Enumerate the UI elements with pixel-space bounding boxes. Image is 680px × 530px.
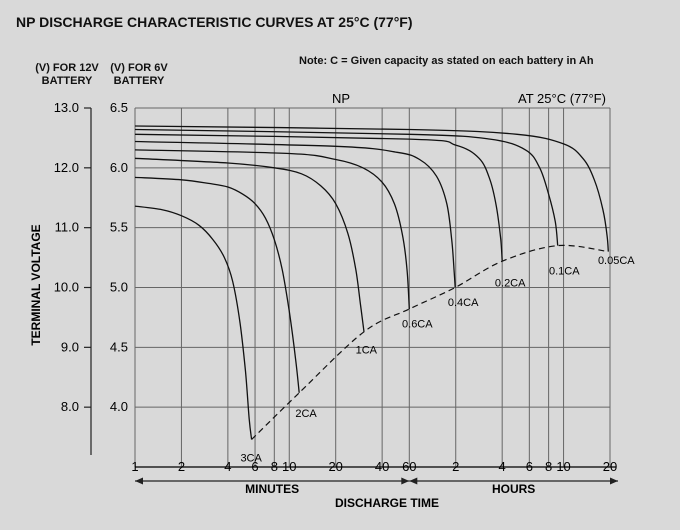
curve-label-0_05ca: 0.05CA (598, 255, 635, 267)
curve-0_1ca (134, 128, 559, 246)
x-tick-label: 2 (452, 459, 459, 474)
x-tick-label: 10 (556, 459, 570, 474)
curve-0_2ca (134, 133, 503, 262)
y-axis-header-6v: (V) FOR 6V BATTERY (104, 62, 174, 88)
curves (134, 125, 609, 440)
y-tick-label-12v: 8.0 (61, 399, 79, 414)
y-axis-header-6v-line1: (V) FOR 6V (110, 62, 168, 74)
x-axis-title: DISCHARGE TIME (335, 496, 439, 510)
x-tick-label: 60 (402, 459, 416, 474)
y-tick-label-6v: 5.0 (110, 280, 128, 295)
range-label-hours: HOURS (492, 482, 535, 496)
x-tick-label: 4 (224, 459, 231, 474)
y-tick-label-6v: 6.5 (110, 100, 128, 115)
curve-label-0_1ca: 0.1CA (549, 266, 580, 278)
y-tick-label-12v: 10.0 (54, 280, 79, 295)
y-axis-header-12v: (V) FOR 12V BATTERY (28, 62, 106, 88)
y-tick-label-12v: 13.0 (54, 100, 79, 115)
curve-0_6ca (134, 149, 410, 310)
curve-1ca (134, 157, 365, 332)
curve-0_05ca (134, 125, 609, 252)
x-tick-label: 4 (499, 459, 506, 474)
axes: 13.0 6.5 12.0 6.0 11.0 5.5 10.0 5.0 9.0 4.5 8.0 4.0… (29, 91, 618, 510)
y-tick-label-12v: 9.0 (61, 339, 79, 354)
curve-0_4ca (134, 140, 456, 288)
x-tick-label: 8 (545, 459, 552, 474)
condition-caption: AT 25°C (77°F) (518, 91, 606, 106)
y-tick-label-12v: 12.0 (54, 160, 79, 175)
y-tick-label-6v: 5.5 (110, 220, 128, 235)
y-tick-label-12v: 11.0 (55, 220, 79, 235)
series-caption: NP (332, 91, 350, 106)
y-tick-label-6v: 4.0 (110, 399, 128, 414)
range-arrow-right (401, 477, 410, 485)
grid (134, 107, 611, 467)
curve-labels: 3CA 2CA 1CA 0.6CA 0.4CA 0.2CA 0.1CA 0.05CA (240, 255, 635, 464)
y-axis-header-12v-line2: BATTERY (41, 75, 93, 87)
curve-label-0_2ca: 0.2CA (495, 278, 526, 290)
x-tick-label: 40 (375, 459, 389, 474)
range-arrow-left (409, 477, 418, 485)
chart-title: NP DISCHARGE CHARACTERISTIC CURVES AT 25… (16, 14, 413, 30)
curve-label-0_6ca: 0.6CA (402, 318, 433, 330)
y-axis-title: TERMINAL VOLTAGE (29, 224, 43, 345)
curve-label-1ca: 1CA (356, 345, 378, 357)
x-tick-label: 1 (131, 459, 138, 474)
x-tick-label: 20 (603, 459, 617, 474)
curve-label-2ca: 2CA (295, 408, 317, 420)
y-axis-header-12v-line1: (V) FOR 12V (35, 62, 99, 74)
cutoff-line (251, 244, 609, 440)
curve-3ca (134, 205, 253, 440)
curve-label-3ca: 3CA (240, 452, 262, 464)
x-tick-label: 2 (178, 459, 185, 474)
y-axis-header-6v-line2: BATTERY (113, 75, 165, 87)
y-tick-label-6v: 4.5 (110, 339, 128, 354)
x-tick-label: 10 (282, 459, 296, 474)
x-tick-label: 6 (251, 459, 258, 474)
cutoff-line-group (251, 244, 609, 440)
curve-label-0_4ca: 0.4CA (448, 297, 479, 309)
plot-frame (90, 108, 616, 468)
y-tick-label-6v: 6.0 (110, 160, 128, 175)
x-tick-label: 6 (526, 459, 533, 474)
range-arrow-left (135, 477, 143, 485)
curve-2ca (134, 176, 300, 393)
x-tick-label: 8 (271, 459, 278, 474)
range-label-minutes: MINUTES (245, 482, 299, 496)
range-arrow-right (610, 477, 618, 485)
capacity-note: Note: C = Given capacity as stated on ea… (299, 55, 594, 67)
x-tick-label: 20 (328, 459, 342, 474)
